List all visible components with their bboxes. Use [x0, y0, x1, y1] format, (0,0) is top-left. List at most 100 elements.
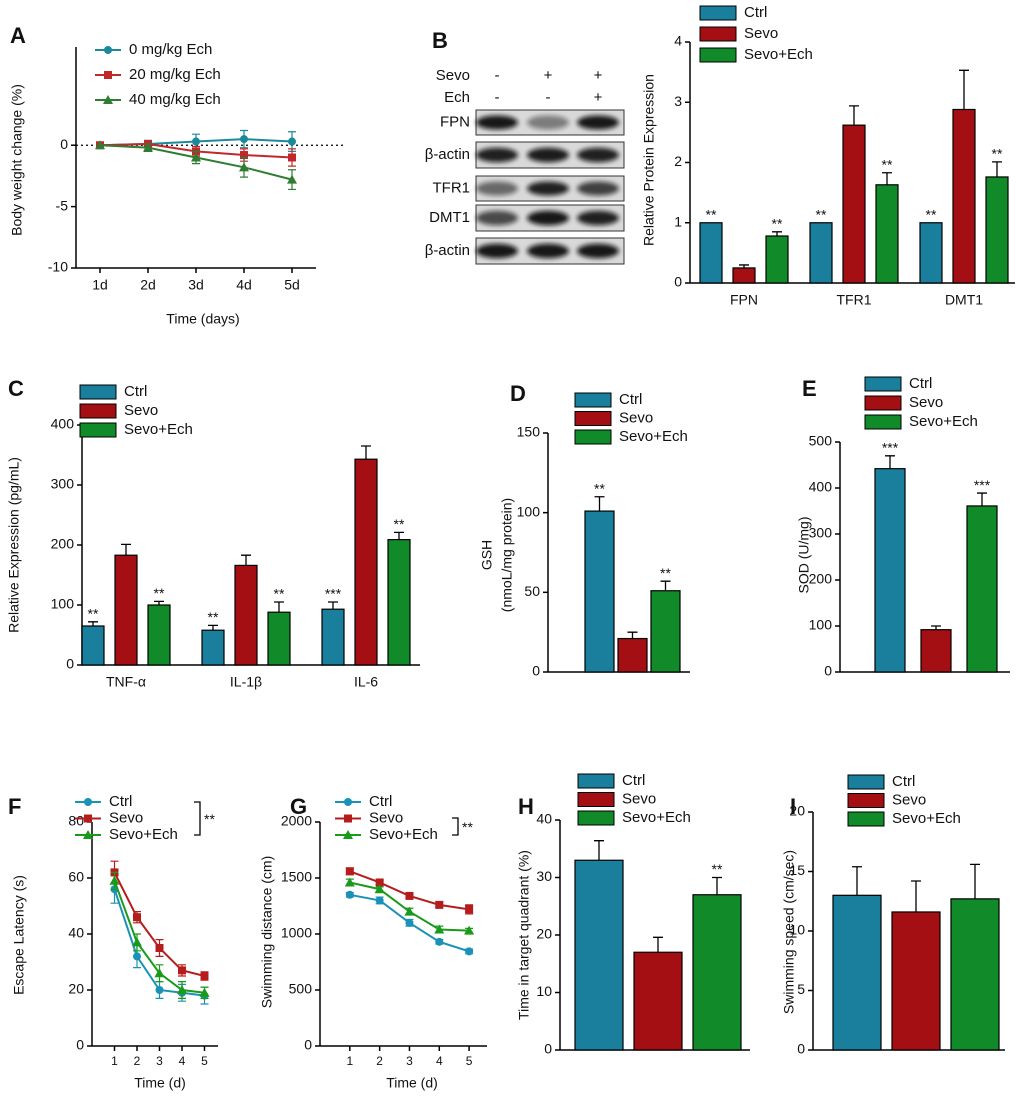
legend-label: Sevo+Ech	[109, 826, 178, 843]
legend-swatch	[847, 811, 885, 827]
legend-swatch	[79, 422, 117, 438]
x-tick-label: 3	[406, 1054, 413, 1068]
y-tick-label: 4	[674, 33, 682, 49]
y-tick-label: 15	[789, 862, 805, 878]
x-tick-label: IL-6	[354, 674, 378, 690]
significance: **	[204, 811, 215, 827]
line	[349, 870, 470, 911]
error-bar	[739, 264, 749, 268]
error-bar	[328, 601, 338, 610]
point	[240, 135, 248, 144]
legend-label: Sevo	[109, 809, 143, 826]
x-tick-label: 5	[466, 1054, 473, 1068]
bar	[633, 951, 683, 1051]
significance: **	[208, 609, 219, 625]
legend-label: Ctrl	[109, 793, 132, 810]
y-tick-label: 1000	[281, 925, 312, 941]
y-tick-label: 100	[517, 503, 541, 519]
point	[434, 924, 445, 934]
x-tick-label: 3	[156, 1054, 163, 1068]
error-bar	[594, 840, 604, 861]
error-bar	[712, 876, 722, 895]
legend-swatch	[574, 429, 612, 445]
y-tick-label: 0	[76, 1037, 84, 1053]
blot-band	[577, 243, 619, 259]
point	[344, 877, 355, 887]
point	[405, 891, 414, 900]
x-tick-label: 4	[179, 1054, 186, 1068]
point	[154, 968, 165, 978]
point	[155, 944, 164, 952]
point	[375, 896, 384, 905]
panel-label: B	[432, 28, 448, 53]
y-tick-label: 10	[536, 983, 552, 999]
blot-band	[527, 115, 569, 130]
legend-swatch	[574, 392, 612, 408]
y-tick-label: 300	[51, 476, 75, 492]
error-bar	[241, 554, 251, 566]
point	[109, 875, 120, 885]
y-axis-label: Escape Latency (s)	[11, 875, 27, 995]
point	[239, 162, 249, 172]
point	[435, 937, 444, 946]
x-tick-label: 1	[346, 1054, 353, 1068]
significance: ***	[882, 440, 899, 456]
panel-label: E	[802, 376, 817, 401]
bar	[809, 222, 833, 284]
y-tick-label: 50	[524, 583, 540, 599]
error-bar	[208, 624, 218, 631]
y-tick-label: 60	[68, 869, 84, 885]
legend-swatch	[699, 47, 737, 63]
x-tick-label: 4	[436, 1054, 443, 1068]
y-axis-label: Body weight change (%)	[9, 84, 25, 236]
legend-label: Sevo	[622, 790, 656, 807]
point	[192, 137, 200, 146]
y-tick-label: 2000	[281, 813, 312, 829]
point	[287, 174, 297, 184]
bar	[920, 629, 952, 673]
error-bar	[660, 580, 671, 591]
treatment-level: +	[594, 89, 603, 106]
legend-label: Sevo+Ech	[909, 413, 978, 430]
bar	[966, 505, 998, 673]
legend-marker	[104, 71, 112, 79]
treatment-level: +	[594, 67, 603, 84]
treatment-level: -	[495, 67, 500, 84]
y-axis-label: Relative Protein Expression	[641, 74, 657, 246]
legend-swatch	[847, 793, 885, 808]
y-tick-label: 1	[674, 213, 682, 229]
bar	[584, 510, 615, 673]
bar	[950, 898, 1000, 1051]
treatment-label: Ech	[444, 89, 470, 106]
error-bar	[627, 631, 638, 639]
legend-swatch	[79, 403, 117, 419]
significance: **	[772, 215, 783, 231]
y-tick-label: 3	[674, 93, 682, 109]
y-tick-label: 0	[824, 663, 832, 679]
legend-label: Sevo	[909, 394, 943, 411]
point	[133, 952, 141, 961]
blot-band	[577, 115, 619, 130]
y-tick-label: 30	[536, 868, 552, 884]
error-bar	[274, 601, 284, 613]
significance: **	[992, 146, 1003, 162]
significance: **	[712, 861, 723, 877]
legend-swatch	[574, 411, 612, 426]
legend-label: Sevo+Ech	[619, 428, 688, 445]
point	[133, 913, 141, 922]
error-bar	[154, 600, 164, 605]
bar	[114, 554, 138, 666]
point	[177, 985, 187, 994]
bar	[234, 564, 258, 666]
legend-label: Ctrl	[622, 772, 645, 789]
point	[143, 142, 153, 152]
x-tick-label: 2d	[140, 277, 156, 293]
y-tick-label: 1500	[281, 869, 312, 885]
significance: ***	[325, 586, 342, 602]
y-tick-label: 200	[51, 536, 75, 552]
significance: **	[594, 480, 605, 496]
legend-label: Ctrl	[124, 383, 147, 400]
point	[200, 972, 209, 980]
significance: **	[462, 819, 473, 835]
